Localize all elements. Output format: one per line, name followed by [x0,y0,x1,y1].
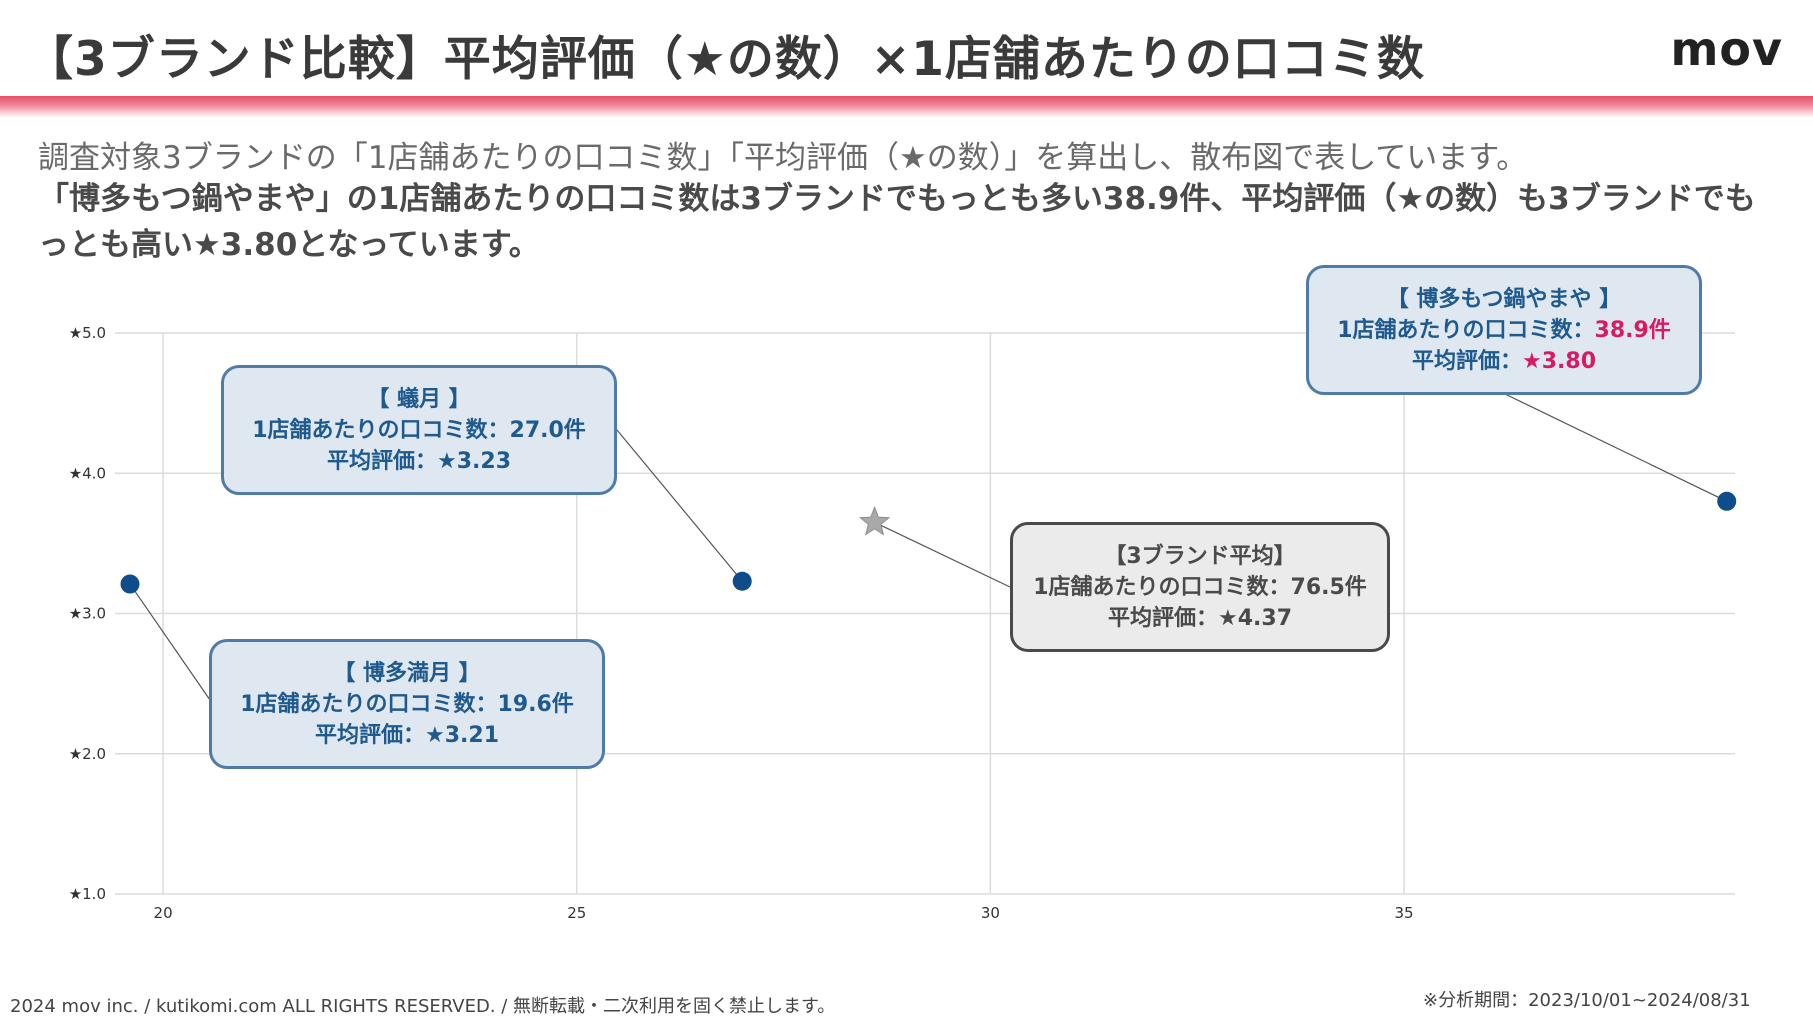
footer-copyright: 2024 mov inc. / kutikomi.com ALL RIGHTS … [10,996,836,1017]
callout-review-count: 1店舗あたりの口コミ数：19.6件 [240,691,574,717]
y-tick-label: ★1.0 [69,885,106,903]
callout-title: 【 博多もつ鍋やまや 】 [1386,286,1622,312]
callout-title: 【3ブランド平均】 [1104,543,1296,569]
leader-line [874,521,1011,588]
leader-line [616,429,743,582]
callout-gigetsu: 【 蟻月 】 1店舗あたりの口コミ数：27.0件 平均評価：★3.23 [221,365,617,495]
callout-review-count: 1店舗あたりの口コミ数：76.5件 [1033,574,1367,600]
callout-brand-average: 【3ブランド平均】 1店舗あたりの口コミ数：76.5件 平均評価：★4.37 [1010,522,1390,652]
data-point [120,574,140,594]
x-tick-label: 35 [1395,904,1414,922]
callout-title: 【 蟻月 】 [367,386,471,412]
callout-rating: 平均評価：★4.37 [1107,605,1293,631]
callout-review-count: 1店舗あたりの口コミ数：38.9件 [1337,317,1671,343]
callout-yamaya: 【 博多もつ鍋やまや 】 1店舗あたりの口コミ数：38.9件 平均評価：★3.8… [1306,265,1702,395]
callout-rating: 平均評価：★3.80 [1411,348,1597,374]
x-tick-label: 30 [981,904,1000,922]
y-tick-label: ★2.0 [69,745,106,763]
callout-rating: 平均評価：★3.21 [314,722,500,748]
callout-rating: 平均評価：★3.23 [326,448,512,474]
data-point [732,571,752,591]
x-tick-label: 20 [154,904,173,922]
y-tick-label: ★5.0 [69,324,106,342]
leader-line [129,583,211,701]
leader-line [1504,393,1727,502]
average-star-marker [858,505,891,536]
y-tick-label: ★3.0 [69,605,106,623]
axis-ticks: ★1.0 ★2.0 ★3.0 ★4.0 ★5.0 20 25 30 35 [69,324,1414,922]
description-line-1: 調査対象3ブランドの「1店舗あたりの口コミ数」「平均評価（★の数）」を算出し、散… [38,140,1528,176]
accent-bar [0,96,1813,118]
analysis-period: ※分析期間：2023/10/01~2024/08/31 [1423,990,1751,1011]
callout-review-count: 1店舗あたりの口コミ数：27.0件 [252,417,586,443]
description-line-2: 「博多もつ鍋やまや」の1店舗あたりの口コミ数は3ブランドでもっとも多い38.9件… [38,181,1756,263]
data-point [1717,491,1737,511]
x-tick-label: 25 [567,904,586,922]
data-points [120,491,1737,594]
page-title: 【3ブランド比較】平均評価（★の数）×1店舗あたりの口コミ数 [26,32,1425,87]
callout-hakata-mangetsu: 【 博多満月 】 1店舗あたりの口コミ数：19.6件 平均評価：★3.21 [209,639,605,769]
y-tick-label: ★4.0 [69,464,106,482]
brand-logo: mov [1670,22,1783,76]
leader-lines [129,393,1727,701]
callout-title: 【 博多満月 】 [333,660,481,686]
